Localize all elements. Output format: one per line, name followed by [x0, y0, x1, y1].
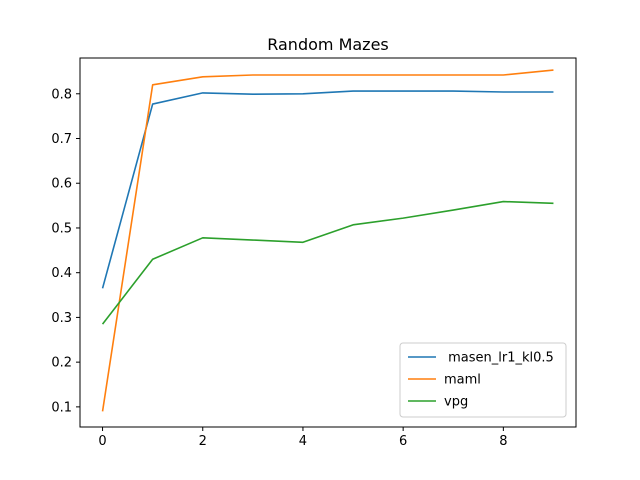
chart-title: Random Mazes: [267, 35, 389, 54]
series-line-0: [101, 90, 554, 289]
plot-area: [101, 69, 554, 412]
series-line-2: [101, 200, 554, 325]
y-tick-label: 0.4: [51, 266, 72, 281]
y-tick-label: 0.3: [51, 311, 72, 326]
legend-label-2: vpg: [444, 395, 468, 410]
series-line-1: [101, 69, 554, 412]
legend-label-0: masen_lr1_kl0.5: [444, 351, 554, 366]
y-axis: 0.1 0.2 0.3 0.4 0.5 0.6 0.7 0.8: [51, 87, 80, 415]
y-tick-label: 0.2: [51, 356, 72, 371]
y-tick-label: 0.5: [51, 221, 72, 236]
y-tick-label: 0.8: [51, 87, 72, 102]
x-tick-label: 2: [199, 434, 207, 449]
x-axis: 0 2 4 6 8: [98, 427, 507, 449]
x-tick-label: 0: [98, 434, 106, 449]
legend-box: [399, 342, 567, 418]
y-tick-label: 0.6: [51, 177, 72, 192]
x-tick-label: 6: [399, 434, 407, 449]
y-tick-label: 0.1: [51, 400, 72, 415]
axes-frame: [79, 57, 577, 428]
x-tick-label: 4: [299, 434, 307, 449]
x-tick-label: 8: [499, 434, 507, 449]
y-tick-label: 0.7: [51, 132, 72, 147]
legend-label-1: maml: [444, 373, 481, 388]
